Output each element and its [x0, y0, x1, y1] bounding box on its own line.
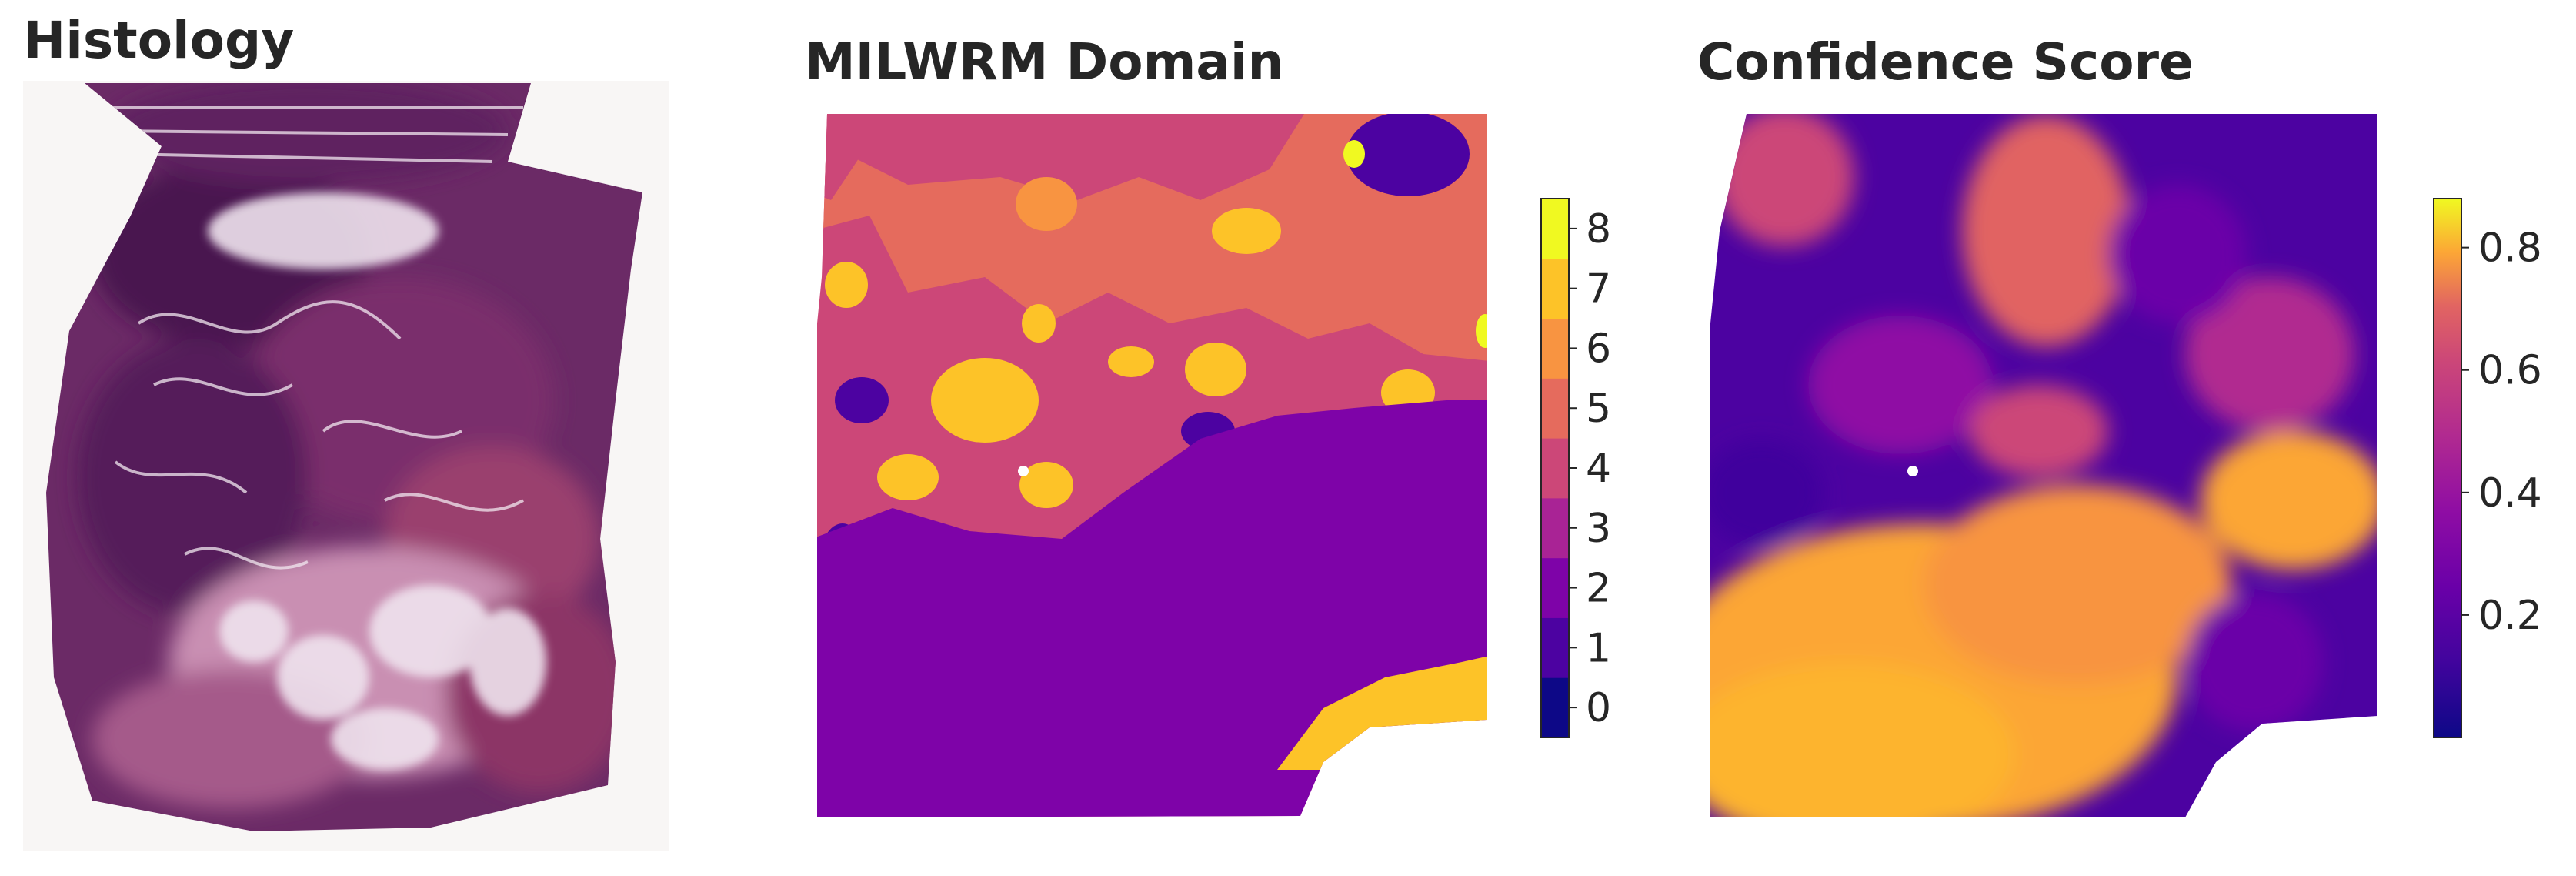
domain-colorbar-level — [1541, 378, 1569, 439]
confidence-colorbar-gradient — [2433, 198, 2462, 738]
domain-colorbar-level — [1541, 617, 1569, 678]
domain-colorbar-level — [1541, 557, 1569, 618]
domain-colorbar-tick-label: 8 — [1586, 206, 1611, 252]
domain-colorbar-tick-label: 5 — [1586, 386, 1611, 432]
domain-colorbar-level — [1541, 199, 1569, 259]
confidence-colorbar-tick-label: 0.2 — [2478, 593, 2542, 639]
confidence-colorbar-tick-label: 0.6 — [2478, 348, 2542, 394]
domain-colorbar-level — [1541, 438, 1569, 499]
domain-colorbar-tick-label: 6 — [1586, 326, 1611, 372]
domain-colorbar-tick-label: 2 — [1586, 566, 1611, 612]
domain-colorbar-level — [1541, 258, 1569, 319]
histology-image — [23, 81, 669, 851]
domain-colorbar-tick-label: 3 — [1586, 506, 1611, 552]
domain-colorbar-tick-label: 1 — [1586, 625, 1611, 671]
domain-colorbar-level — [1541, 677, 1569, 738]
confidence-colorbar-tick-label: 0.4 — [2478, 470, 2542, 517]
confidence-colorbar-tick-label: 0.8 — [2478, 226, 2542, 272]
confidence-map — [1710, 114, 2377, 817]
confidence-title: Confidence Score — [1697, 32, 2194, 92]
domain-map — [817, 114, 1487, 817]
histology-title: Histology — [23, 11, 295, 70]
domain-colorbar-level — [1541, 318, 1569, 379]
domain-colorbar-tick-label: 0 — [1586, 685, 1611, 731]
domain-colorbar-tick-label: 7 — [1586, 266, 1611, 313]
confidence-colorbar: 0.2 0.4 0.6 0.8 — [2433, 198, 2542, 738]
domain-title: MILWRM Domain — [805, 32, 1284, 92]
domain-colorbar-tick-label: 4 — [1586, 446, 1611, 492]
domain-colorbar: 0 1 2 3 4 5 6 7 8 — [1540, 198, 1611, 738]
domain-colorbar-level — [1541, 497, 1569, 559]
